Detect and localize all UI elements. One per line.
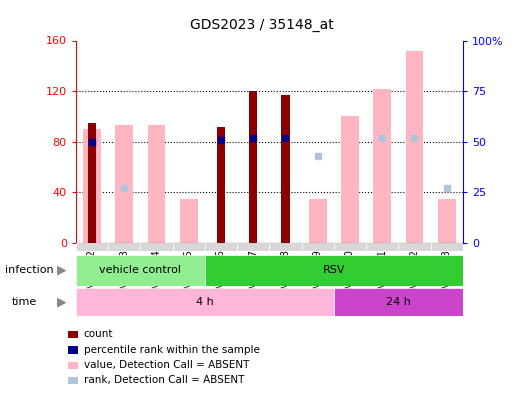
Bar: [237, 40, 269, 243]
Bar: [406, 51, 423, 243]
Text: infection: infection: [5, 265, 54, 275]
Text: percentile rank within the sample: percentile rank within the sample: [84, 345, 259, 354]
Text: 24 h: 24 h: [386, 297, 411, 307]
Bar: [399, 40, 430, 243]
Bar: [438, 199, 456, 243]
Text: ▶: ▶: [57, 295, 66, 308]
Bar: [269, 243, 302, 251]
Bar: [281, 95, 290, 243]
Bar: [108, 243, 140, 251]
Bar: [147, 125, 165, 243]
Bar: [269, 40, 302, 243]
Bar: [173, 40, 205, 243]
Bar: [205, 255, 463, 286]
Text: ▶: ▶: [57, 264, 66, 277]
Bar: [366, 243, 399, 251]
Text: vehicle control: vehicle control: [99, 265, 181, 275]
Bar: [399, 243, 430, 251]
Bar: [76, 288, 334, 316]
Bar: [140, 243, 173, 251]
Bar: [76, 255, 205, 286]
Bar: [430, 40, 463, 243]
Text: rank, Detection Call = ABSENT: rank, Detection Call = ABSENT: [84, 375, 244, 385]
Text: count: count: [84, 329, 113, 339]
Bar: [366, 40, 399, 243]
Bar: [373, 89, 391, 243]
Bar: [334, 40, 366, 243]
Bar: [302, 243, 334, 251]
Text: 4 h: 4 h: [196, 297, 214, 307]
Bar: [108, 40, 140, 243]
Bar: [237, 243, 269, 251]
Bar: [341, 117, 359, 243]
Text: RSV: RSV: [323, 265, 345, 275]
Bar: [83, 129, 101, 243]
Bar: [140, 40, 173, 243]
Bar: [116, 125, 133, 243]
Bar: [302, 40, 334, 243]
Bar: [76, 243, 108, 251]
Bar: [88, 123, 96, 243]
Bar: [76, 40, 108, 243]
Bar: [430, 243, 463, 251]
Text: value, Detection Call = ABSENT: value, Detection Call = ABSENT: [84, 360, 249, 370]
Text: time: time: [12, 297, 37, 307]
Bar: [217, 126, 225, 243]
Bar: [249, 91, 257, 243]
Bar: [205, 40, 237, 243]
Bar: [173, 243, 205, 251]
Bar: [309, 199, 326, 243]
Bar: [205, 243, 237, 251]
Bar: [180, 199, 198, 243]
Bar: [334, 243, 366, 251]
Text: GDS2023 / 35148_at: GDS2023 / 35148_at: [190, 18, 333, 32]
Bar: [334, 288, 463, 316]
